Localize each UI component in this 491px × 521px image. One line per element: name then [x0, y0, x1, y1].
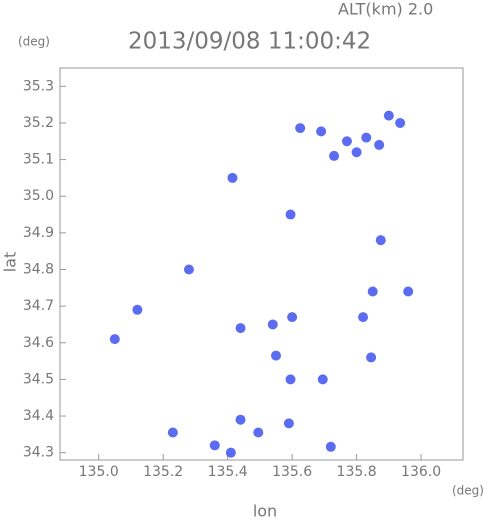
echo-point [329, 150, 340, 161]
x-tick-label: 136.0 [401, 464, 441, 480]
echo-point [341, 136, 352, 147]
echo-point [375, 235, 386, 246]
echo-point [285, 209, 296, 220]
echo-point [253, 427, 264, 438]
echo-point [374, 139, 385, 150]
y-tick-label: 35.0 [23, 188, 54, 204]
echo-point [167, 427, 178, 438]
echo-point [209, 440, 220, 451]
y-tick-label: 35.1 [23, 152, 54, 168]
y-tick-label: 34.4 [23, 408, 54, 424]
y-tick-label: 34.6 [23, 335, 54, 351]
y-tick-label: 34.3 [23, 445, 54, 461]
echo-point [267, 319, 278, 330]
echo-point [351, 147, 362, 158]
x-tick-label: 135.0 [79, 464, 119, 480]
echo-point [225, 447, 236, 458]
x-tick-label: 135.4 [208, 464, 248, 480]
x-tick-label: 135.2 [143, 464, 183, 480]
echo-point [109, 334, 120, 345]
echo-point [285, 374, 296, 385]
y-tick-label: 34.8 [23, 261, 54, 277]
echo-point [358, 312, 369, 323]
echo-point [283, 418, 294, 429]
y-tick-label: 34.9 [23, 225, 54, 241]
echo-point [361, 132, 372, 143]
x-tick-label: 135.6 [272, 464, 312, 480]
echo-point [183, 264, 194, 275]
y-tick-label: 35.2 [23, 115, 54, 131]
chart-title: 2013/09/08 11:00:42 [128, 29, 371, 55]
x-tick-label: 135.8 [337, 464, 377, 480]
y-tick-label: 34.5 [23, 371, 54, 387]
echo-point [403, 286, 414, 297]
echo-point [367, 286, 378, 297]
echo-point [395, 117, 406, 128]
echo-point [325, 441, 336, 452]
echo-point [317, 374, 328, 385]
y-tick-label: 35.3 [23, 78, 54, 94]
echo-point [383, 110, 394, 121]
y-axis-label: lat [1, 252, 20, 273]
x-unit: (deg) [452, 484, 484, 498]
echo-point [271, 350, 282, 361]
echo-point [227, 172, 238, 183]
echo-point [316, 126, 327, 137]
x-axis-label: lon [253, 502, 277, 521]
plot-frame [59, 67, 464, 461]
altitude-label: ALT(km) 2.0 [338, 0, 433, 19]
echo-point [132, 304, 143, 315]
echo-point [295, 123, 306, 134]
echo-point [287, 312, 298, 323]
echo-point [366, 352, 377, 363]
y-tick-label: 34.7 [23, 298, 54, 314]
echo-point [235, 414, 246, 425]
y-unit: (deg) [18, 35, 50, 49]
echo-point [235, 323, 246, 334]
